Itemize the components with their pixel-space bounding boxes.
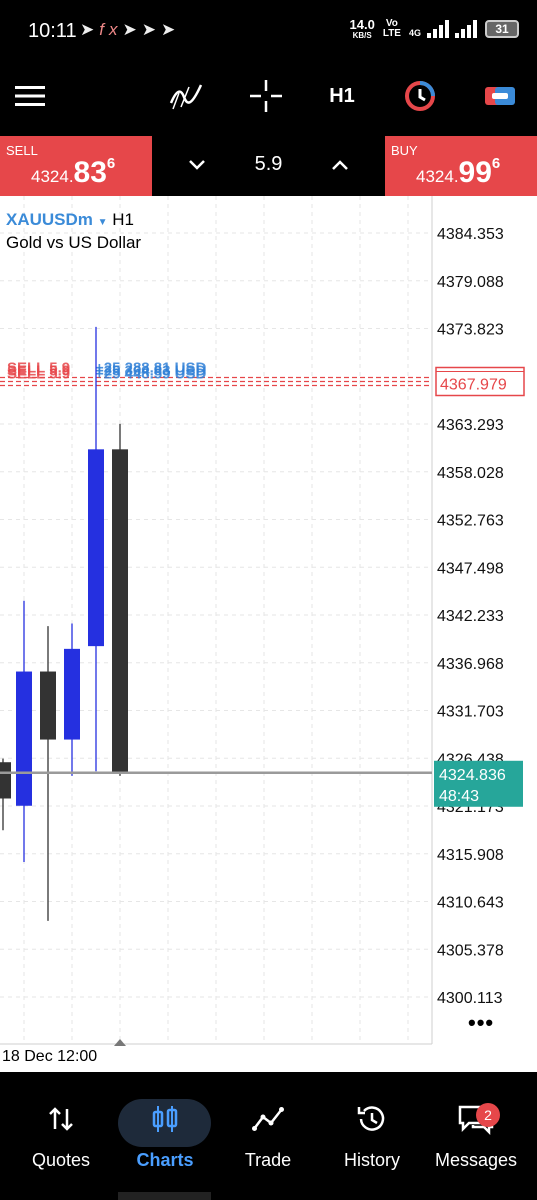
lot-size-control: 5.9 (152, 136, 385, 196)
candle-body (40, 671, 56, 740)
trade-icon (218, 1094, 318, 1144)
charts-icon (115, 1094, 215, 1144)
bar-countdown-label: 48:43 (439, 788, 479, 805)
price-tick-label: 4363.293 (437, 417, 504, 434)
order-label-sell: SELL 5.9 (7, 366, 70, 383)
time-axis-label: 18 Dec 12:00 (2, 1048, 98, 1065)
sell-label: SELL (6, 143, 38, 158)
battery-icon: 31 (485, 20, 519, 38)
active-tab-indicator (118, 1099, 211, 1147)
candle-body (88, 449, 104, 647)
buy-price: 4324.996 (416, 155, 501, 189)
nav-quotes[interactable]: Quotes (11, 1094, 111, 1184)
one-click-trading-icon[interactable] (402, 76, 438, 116)
price-tick-label: 4300.113 (437, 990, 503, 1007)
net-speed: 14.0 KB/S (349, 17, 375, 40)
volte-indicator: Vo LTE (382, 18, 401, 39)
chevron-up-icon (332, 160, 348, 170)
menu-icon[interactable] (14, 76, 46, 116)
price-tick-label: 4305.378 (437, 942, 504, 959)
price-chart[interactable]: 4384.353 4379.088 4373.823 4363.293 4358.028… (0, 196, 537, 1072)
price-tick-label: 4373.823 (437, 322, 504, 339)
telegram-icon: ➤ (122, 20, 142, 39)
trade-panel-icon[interactable] (482, 76, 518, 116)
telegram-icon: ➤ (160, 20, 181, 39)
chart-toolbar: H1 (0, 62, 537, 136)
order-label-profit: +25 448.59 USD (95, 366, 206, 383)
nav-peek-bar (118, 1192, 211, 1200)
price-tick-label: 4379.088 (437, 274, 504, 291)
chart-canvas[interactable]: 4384.353 4379.088 4373.823 4363.293 4358.028… (0, 196, 537, 1072)
chart-timeframe: H1 (112, 210, 135, 229)
order-label-sell: SELL 5.9 (7, 363, 70, 380)
status-right: 14.0 KB/S Vo LTE 4G 31 (350, 18, 519, 40)
fx-icon: fx (99, 20, 123, 39)
lot-decrease-button[interactable] (182, 150, 212, 180)
lot-increase-button[interactable] (325, 150, 355, 180)
nav-history[interactable]: History (322, 1094, 422, 1184)
nav-charts[interactable]: Charts (115, 1094, 215, 1184)
signal-icon: 4G (409, 20, 477, 38)
price-tick-label: 4358.028 (437, 465, 504, 482)
candle-body (16, 671, 32, 806)
buy-label: BUY (391, 143, 418, 158)
history-icon (322, 1094, 422, 1144)
price-tick-label: 4310.643 (437, 895, 504, 912)
price-tick-label: 4342.233 (437, 608, 504, 625)
price-tick-label: 4347.498 (437, 560, 504, 577)
indicators-icon[interactable] (168, 76, 204, 116)
candle-body (64, 648, 80, 740)
nav-trade[interactable]: Trade (218, 1094, 318, 1184)
status-time: 10:11 (28, 20, 77, 42)
order-price-tag-label: 4367.979 (440, 377, 507, 394)
symbol-name: XAUUSDm (6, 210, 93, 229)
price-tick-label: 4336.968 (437, 656, 504, 673)
price-tick-label: 4331.703 (437, 704, 504, 721)
timeframe-button[interactable]: H1 (329, 84, 355, 107)
trade-bar: SELL 4324.836 5.9 BUY 4324.996 (0, 136, 537, 196)
telegram-icon: ➤ (141, 20, 161, 39)
time-marker-icon (114, 1039, 126, 1046)
candle-body (112, 449, 128, 774)
current-price-label: 4324.836 (439, 767, 506, 784)
current-price-tag (434, 760, 523, 807)
sell-price: 4324.836 (31, 155, 116, 189)
candle-body (0, 762, 11, 799)
bottom-navigation: Quotes Charts Trade History Messages 2 (0, 1072, 537, 1200)
price-tick-label: 4315.908 (437, 847, 504, 864)
order-label-profit: +25 364.83 USD (95, 363, 206, 380)
order-price-tag-box (435, 366, 525, 397)
symbol-dropdown-icon: ▼ (97, 217, 108, 228)
status-bar: 10:11 ➤fx➤➤➤ 14.0 KB/S Vo LTE 4G 31 (0, 0, 537, 62)
symbol-description: Gold vs US Dollar (6, 233, 142, 252)
lot-size-value[interactable]: 5.9 (254, 153, 283, 175)
price-tick-label: 4352.763 (437, 513, 504, 530)
order-label-sell: SELL 5.9 (7, 360, 70, 377)
nav-messages[interactable]: Messages (426, 1094, 526, 1184)
notification-icons: ➤fx➤➤➤ (80, 20, 180, 40)
chevron-down-icon (189, 160, 205, 170)
sell-button[interactable]: SELL 4324.836 (0, 136, 152, 196)
buy-button[interactable]: BUY 4324.996 (385, 136, 537, 196)
messages-badge: 2 (476, 1103, 500, 1127)
crosshair-icon[interactable] (248, 76, 284, 116)
order-label-profit: +25 288.81 USD (95, 360, 206, 377)
chart-symbol-title[interactable]: XAUUSDm ▼ H1 (6, 210, 134, 230)
more-options-icon[interactable]: ••• (468, 1010, 495, 1035)
quotes-icon (11, 1094, 111, 1144)
telegram-icon: ➤ (80, 20, 100, 39)
price-tick-label: 4384.353 (437, 226, 504, 243)
